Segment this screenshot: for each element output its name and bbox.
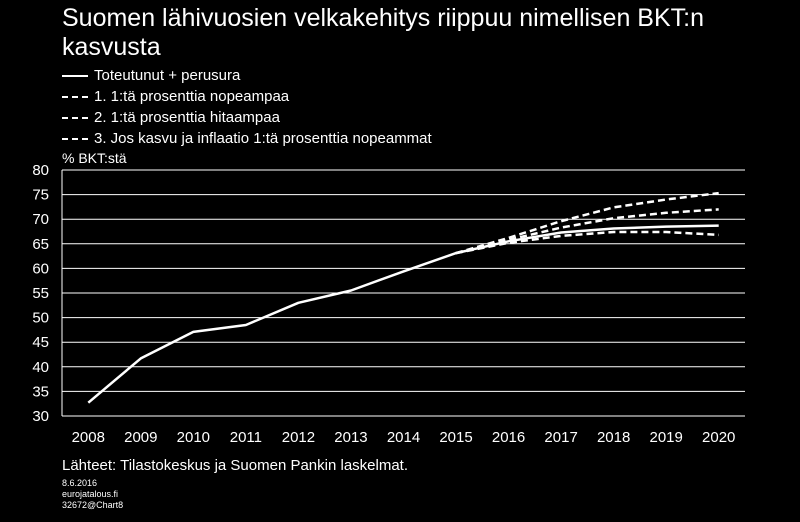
- legend-label: Toteutunut + perusura: [94, 67, 241, 84]
- x-tick-label: 2010: [177, 429, 210, 446]
- x-tick-label: 2019: [650, 429, 683, 446]
- x-tick-label: 2013: [334, 429, 367, 446]
- y-tick-label: 65: [32, 236, 49, 253]
- chart-id: 32672@Chart8: [62, 500, 124, 510]
- x-tick-labels: 2008 2009 2010 2011 2012 2013 2014 2015 2016 2017…: [72, 429, 736, 446]
- series-line-0: [87, 224, 719, 404]
- legend-label: 3. Jos kasvu ja inflaatio 1:tä prosentti…: [94, 130, 432, 147]
- source-note: Lähteet: Tilastokeskus ja Suomen Pankin …: [62, 457, 409, 474]
- legend-swatch-solid: [62, 74, 88, 77]
- x-tick-label: 2018: [597, 429, 630, 446]
- legend-swatch-dashed: [62, 137, 88, 140]
- x-tick-label: 2009: [124, 429, 157, 446]
- series-line-2: [455, 208, 719, 255]
- legend-item-actual: Toteutunut + perusura: [62, 65, 432, 86]
- y-tick-label: 80: [32, 162, 49, 179]
- x-tick-label: 2014: [387, 429, 420, 446]
- x-tick-label: 2017: [544, 429, 577, 446]
- x-tick-label: 2015: [439, 429, 472, 446]
- y-tick-labels: 30 35 40 45 50 55 60 65 70 75 80: [32, 162, 49, 425]
- y-tick-label: 75: [32, 187, 49, 204]
- series-line-1: [455, 230, 719, 255]
- y-tick-label: 60: [32, 260, 49, 277]
- chart-legend: Toteutunut + perusura 1. 1:tä prosenttia…: [62, 65, 432, 149]
- series-line-3: [455, 191, 719, 255]
- y-tick-label: 40: [32, 359, 49, 376]
- y-tick-label: 35: [32, 383, 49, 400]
- grid-lines: [61, 169, 745, 417]
- x-tick-label: 2008: [72, 429, 105, 446]
- series-lines: [87, 191, 719, 404]
- legend-item-scenario-1: 1. 1:tä prosenttia nopeampaa: [62, 86, 432, 107]
- site-name: eurojatalous.fi: [62, 489, 119, 499]
- legend-label: 2. 1:tä prosenttia hitaampaa: [94, 109, 280, 126]
- legend-label: 1. 1:tä prosenttia nopeampaa: [94, 88, 290, 105]
- y-tick-label: 30: [32, 408, 49, 425]
- legend-swatch-dashed: [62, 116, 88, 119]
- y-tick-label: 70: [32, 211, 49, 228]
- x-tick-label: 2011: [230, 429, 262, 446]
- meta-info: 8.6.2016 eurojatalous.fi 32672@Chart8: [62, 478, 123, 511]
- chart-title: Suomen lähivuosien velkakehitys riippuu …: [62, 4, 705, 61]
- y-tick-label: 55: [32, 285, 49, 302]
- legend-item-scenario-2: 2. 1:tä prosenttia hitaampaa: [62, 107, 432, 128]
- x-tick-label: 2016: [492, 429, 525, 446]
- publish-date: 8.6.2016: [62, 478, 98, 488]
- y-tick-label: 45: [32, 334, 49, 351]
- legend-swatch-dashed: [62, 95, 88, 98]
- y-axis-unit-label: % BKT:stä: [62, 150, 127, 166]
- x-tick-label: 2012: [282, 429, 315, 446]
- legend-item-scenario-3: 3. Jos kasvu ja inflaatio 1:tä prosentti…: [62, 128, 432, 149]
- x-tick-label: 2020: [702, 429, 735, 446]
- y-tick-label: 50: [32, 310, 49, 327]
